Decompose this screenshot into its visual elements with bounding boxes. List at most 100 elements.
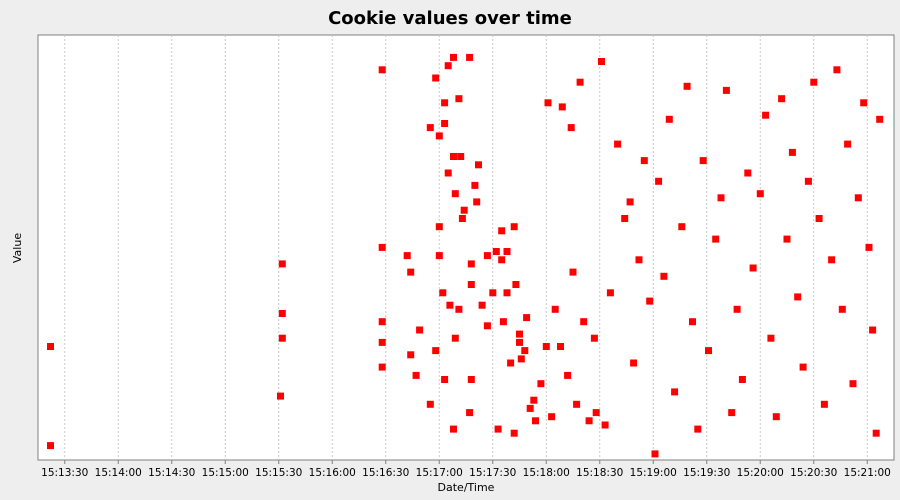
data-point xyxy=(744,169,752,177)
x-tick-label: 15:21:00 xyxy=(844,467,891,479)
data-point xyxy=(551,305,559,313)
data-point xyxy=(450,153,457,160)
data-point xyxy=(460,206,468,214)
data-point xyxy=(621,215,629,222)
data-point xyxy=(467,260,475,268)
data-point xyxy=(478,301,486,309)
data-point xyxy=(756,190,764,198)
data-point xyxy=(722,86,730,94)
data-point xyxy=(455,305,463,313)
data-point xyxy=(548,413,556,421)
data-point xyxy=(717,194,725,202)
data-point xyxy=(510,223,518,231)
data-point xyxy=(441,99,449,107)
data-point xyxy=(475,161,482,169)
data-point xyxy=(592,409,600,417)
data-point xyxy=(646,297,654,305)
data-point xyxy=(412,371,420,379)
data-point xyxy=(854,194,862,202)
x-axis-label: Date/Time xyxy=(438,481,495,494)
data-point xyxy=(378,363,386,371)
data-point xyxy=(432,347,440,355)
data-point xyxy=(47,343,54,350)
x-tick-label: 15:18:00 xyxy=(523,467,570,479)
data-point xyxy=(451,190,459,198)
data-point xyxy=(728,409,736,417)
data-point xyxy=(671,388,679,396)
data-point xyxy=(378,318,386,326)
data-point xyxy=(564,371,572,379)
data-point xyxy=(749,264,757,272)
data-point xyxy=(435,132,443,140)
data-point xyxy=(689,318,696,326)
x-tick-label: 15:18:30 xyxy=(576,467,623,479)
data-point xyxy=(467,376,475,383)
data-point xyxy=(626,198,634,206)
data-point xyxy=(585,417,593,425)
data-point xyxy=(733,305,741,313)
data-point xyxy=(458,215,466,222)
data-point xyxy=(426,400,434,408)
data-point xyxy=(762,111,770,119)
data-point xyxy=(799,363,807,371)
x-tick-label: 15:16:30 xyxy=(362,467,409,479)
data-point xyxy=(705,347,712,355)
plot-area xyxy=(37,34,895,461)
data-point xyxy=(665,115,673,123)
x-tick-label: 15:16:00 xyxy=(309,467,356,479)
data-point xyxy=(738,376,746,383)
data-point xyxy=(444,62,452,70)
data-point xyxy=(601,421,609,429)
data-point xyxy=(678,223,686,231)
data-point xyxy=(278,260,286,268)
data-point xyxy=(466,409,474,417)
data-point xyxy=(573,400,581,408)
data-point xyxy=(651,450,659,458)
data-point xyxy=(432,74,440,82)
data-point xyxy=(838,305,846,313)
data-point xyxy=(483,322,491,330)
data-point xyxy=(606,289,614,297)
data-point xyxy=(865,243,873,251)
data-point xyxy=(455,95,463,103)
data-point xyxy=(820,400,828,408)
data-point xyxy=(503,289,511,297)
data-point xyxy=(655,177,663,185)
data-point xyxy=(860,99,868,107)
data-point xyxy=(489,289,497,297)
data-point xyxy=(794,293,802,301)
x-tick-label: 15:13:30 xyxy=(41,467,88,479)
data-point xyxy=(872,429,880,437)
data-point xyxy=(446,301,454,309)
data-point xyxy=(767,334,775,342)
data-point xyxy=(833,66,841,74)
data-point xyxy=(532,417,539,425)
data-point xyxy=(47,442,54,450)
data-point xyxy=(403,252,411,260)
data-point xyxy=(849,380,857,388)
data-point xyxy=(466,53,474,61)
data-point xyxy=(450,53,457,61)
data-point xyxy=(407,351,415,359)
data-point xyxy=(576,78,584,86)
data-point xyxy=(815,215,823,222)
data-point xyxy=(441,376,449,383)
data-point xyxy=(378,243,386,251)
data-point xyxy=(278,334,286,342)
data-point xyxy=(778,95,786,103)
data-point xyxy=(660,272,668,280)
data-point xyxy=(635,256,643,264)
data-point xyxy=(498,227,506,235)
data-point xyxy=(844,140,852,148)
data-point xyxy=(630,359,638,367)
data-point xyxy=(614,140,622,148)
data-point xyxy=(492,248,500,255)
data-point xyxy=(435,223,443,231)
x-tick-label: 15:19:30 xyxy=(683,467,730,479)
data-point xyxy=(467,281,475,288)
data-point xyxy=(557,343,564,350)
data-point xyxy=(441,120,449,127)
x-tick-label: 15:19:00 xyxy=(630,467,677,479)
data-point xyxy=(439,289,447,297)
data-point xyxy=(772,413,780,421)
